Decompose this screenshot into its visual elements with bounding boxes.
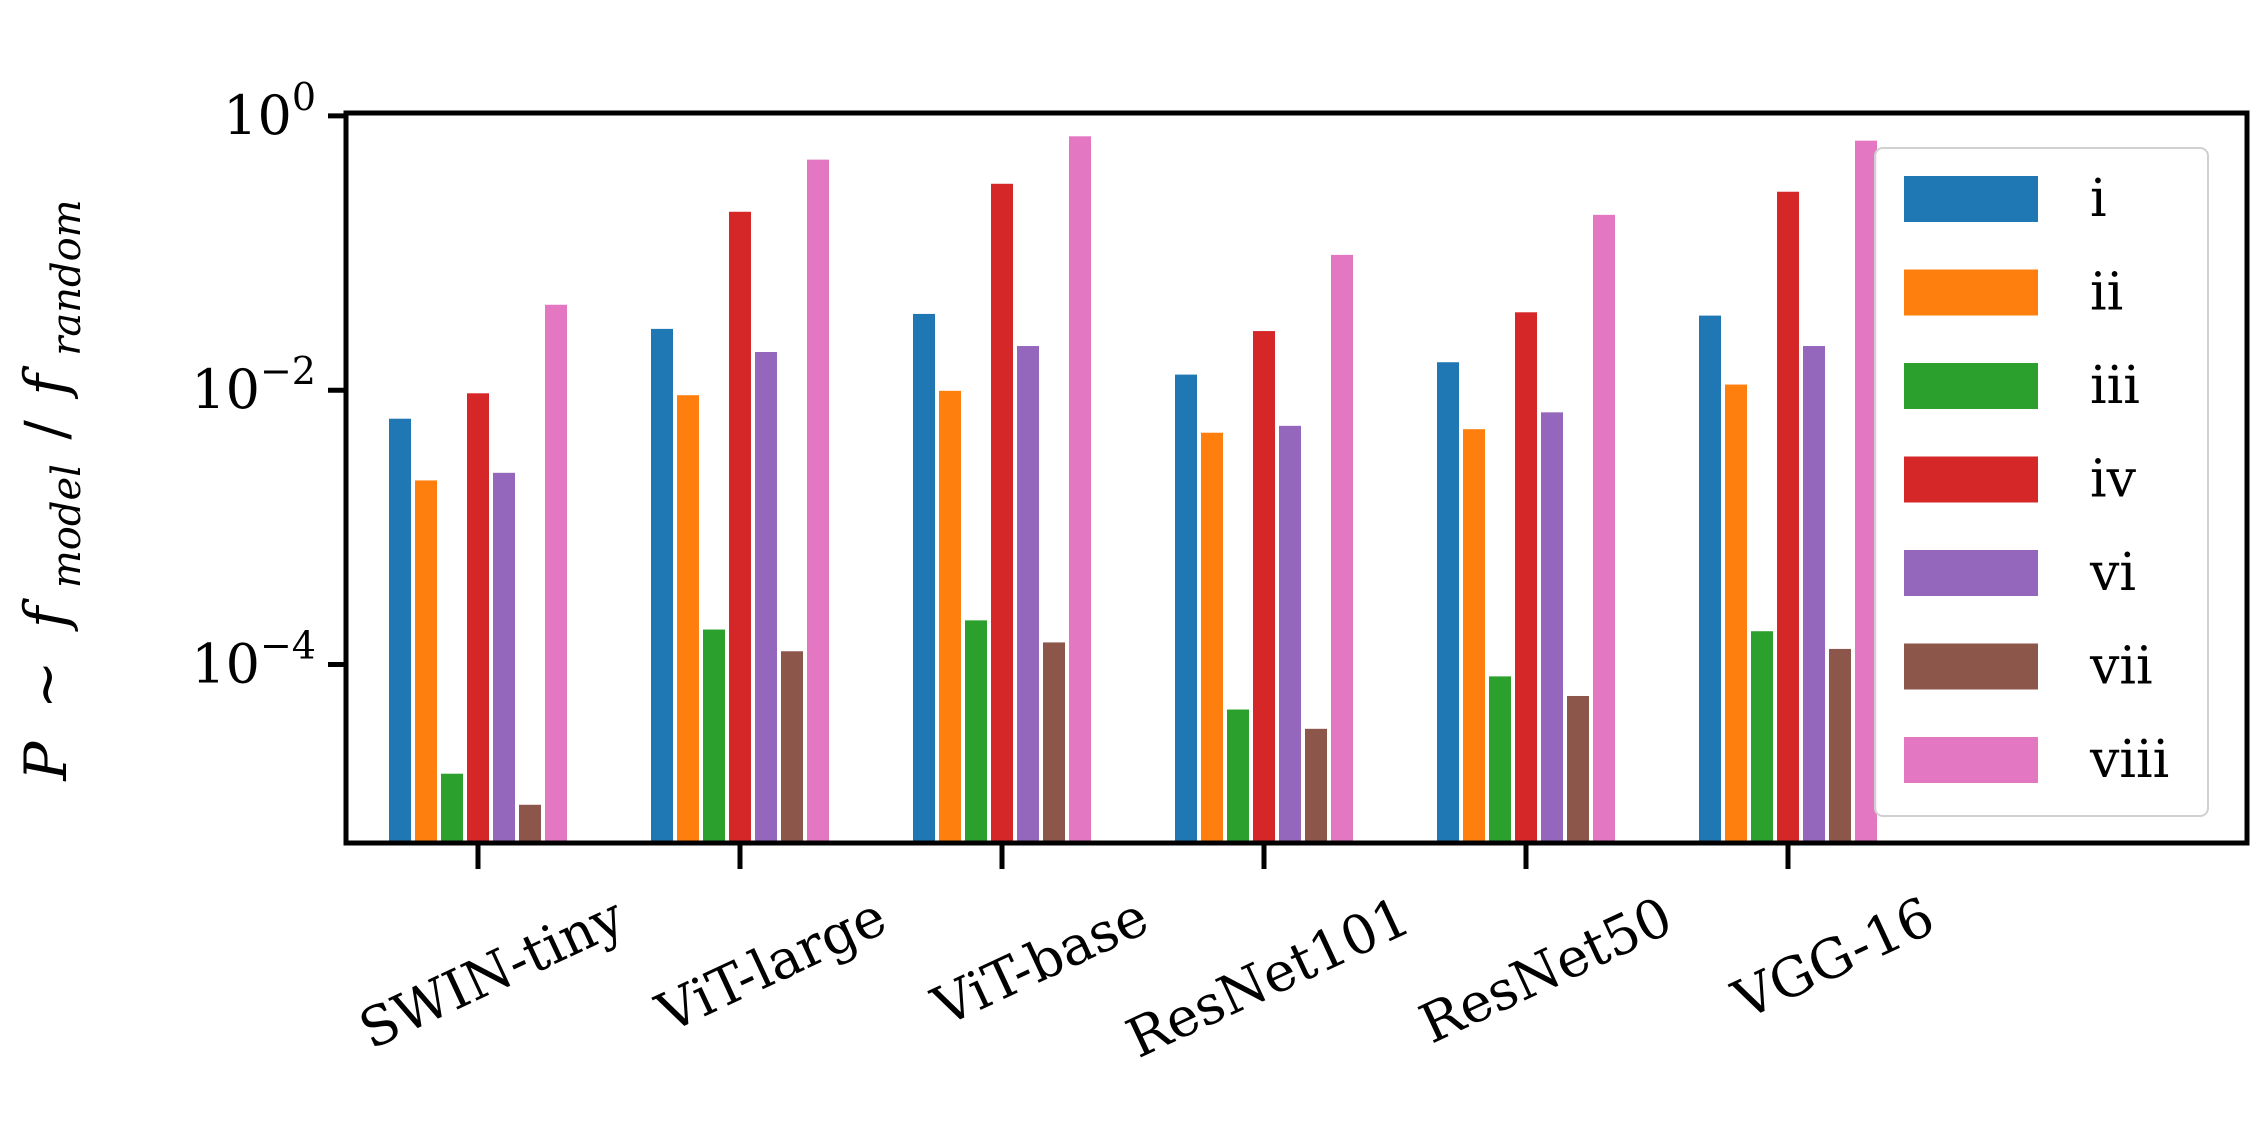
bar-vi-vit-large [755, 351, 777, 843]
bar-iii-resnet101 [1227, 709, 1249, 843]
bar-vii-swin-tiny [519, 804, 541, 843]
bars-layer [389, 136, 1877, 844]
bar-viii-swin-tiny [545, 304, 567, 843]
bar-ii-vit-large [677, 395, 699, 843]
bar-iv-swin-tiny [467, 393, 489, 843]
y-tick-label: 10−4 [191, 624, 316, 696]
bar-ii-vgg-16 [1725, 384, 1747, 843]
legend-label-iv: iv [2090, 450, 2137, 510]
bar-iv-resnet101 [1253, 331, 1275, 843]
bar-vii-vit-large [781, 651, 803, 843]
legend-swatch-vi [1904, 550, 2038, 596]
x-tick-label: ViT-large [646, 885, 895, 1046]
y-axis: 100 10−2 10−4 [191, 75, 346, 696]
bar-viii-vit-base [1069, 136, 1091, 844]
bar-iii-vit-large [703, 629, 725, 843]
y-tick-label: 100 [223, 75, 316, 147]
y-axis-label: P ~ f model / f random [12, 199, 94, 781]
bar-vi-vgg-16 [1803, 346, 1825, 843]
bar-i-vit-large [651, 328, 673, 844]
bar-iii-vit-base [965, 620, 987, 843]
legend-swatch-iii [1904, 363, 2038, 409]
bar-i-swin-tiny [389, 418, 411, 843]
bar-vi-resnet101 [1279, 425, 1301, 843]
x-tick-label: VGG-16 [1723, 885, 1944, 1033]
legend-label-ii: ii [2090, 263, 2123, 323]
bar-vi-vit-base [1017, 346, 1039, 843]
bar-i-resnet101 [1175, 374, 1197, 843]
bar-vii-resnet101 [1305, 728, 1327, 843]
legend-label-vi: vi [2089, 543, 2136, 603]
bar-ii-swin-tiny [415, 480, 437, 843]
legend-label-i: i [2090, 169, 2107, 229]
bar-iv-vgg-16 [1777, 191, 1799, 843]
bar-vi-resnet50 [1541, 412, 1563, 843]
bar-i-vgg-16 [1699, 315, 1721, 844]
bar-vii-vit-base [1043, 642, 1065, 843]
x-tick-label: ResNet50 [1410, 885, 1681, 1056]
legend-label-viii: viii [2089, 730, 2169, 790]
legend-label-iii: iii [2090, 356, 2140, 416]
bar-iv-resnet50 [1515, 312, 1537, 843]
legend-swatch-viii [1904, 737, 2038, 783]
bar-viii-vit-large [807, 159, 829, 843]
bar-iv-vit-large [729, 211, 751, 843]
x-tick-label: SWIN-tiny [350, 884, 634, 1061]
legend-swatch-i [1904, 176, 2038, 222]
bar-ii-resnet101 [1201, 432, 1223, 843]
bar-vii-resnet50 [1567, 695, 1589, 843]
bar-ii-resnet50 [1463, 429, 1485, 843]
legend-swatch-ii [1904, 269, 2038, 316]
bar-vi-swin-tiny [493, 472, 515, 843]
legend-label-vii: vii [2089, 637, 2153, 697]
bar-iii-swin-tiny [441, 773, 463, 843]
bar-viii-resnet50 [1593, 214, 1615, 843]
bar-viii-resnet101 [1331, 254, 1353, 843]
plot-frame [343, 110, 2250, 846]
x-axis: SWIN-tiny ViT-large ViT-baseResNet101ResNe… [350, 843, 1944, 1071]
x-tick-label: ResNet101 [1117, 885, 1419, 1071]
bar-ii-vit-base [939, 390, 961, 843]
bar-i-vit-base [913, 313, 935, 844]
bar-iii-vgg-16 [1751, 631, 1773, 843]
bar-vii-vgg-16 [1829, 648, 1851, 843]
bar-iii-resnet50 [1489, 676, 1511, 843]
legend-swatch-iv [1904, 456, 2038, 503]
bar-iv-vit-base [991, 183, 1013, 843]
y-tick-label: 10−2 [191, 349, 316, 421]
bar-viii-vgg-16 [1855, 140, 1877, 844]
legend-swatch-vii [1904, 643, 2038, 690]
bar-i-resnet50 [1437, 362, 1459, 843]
